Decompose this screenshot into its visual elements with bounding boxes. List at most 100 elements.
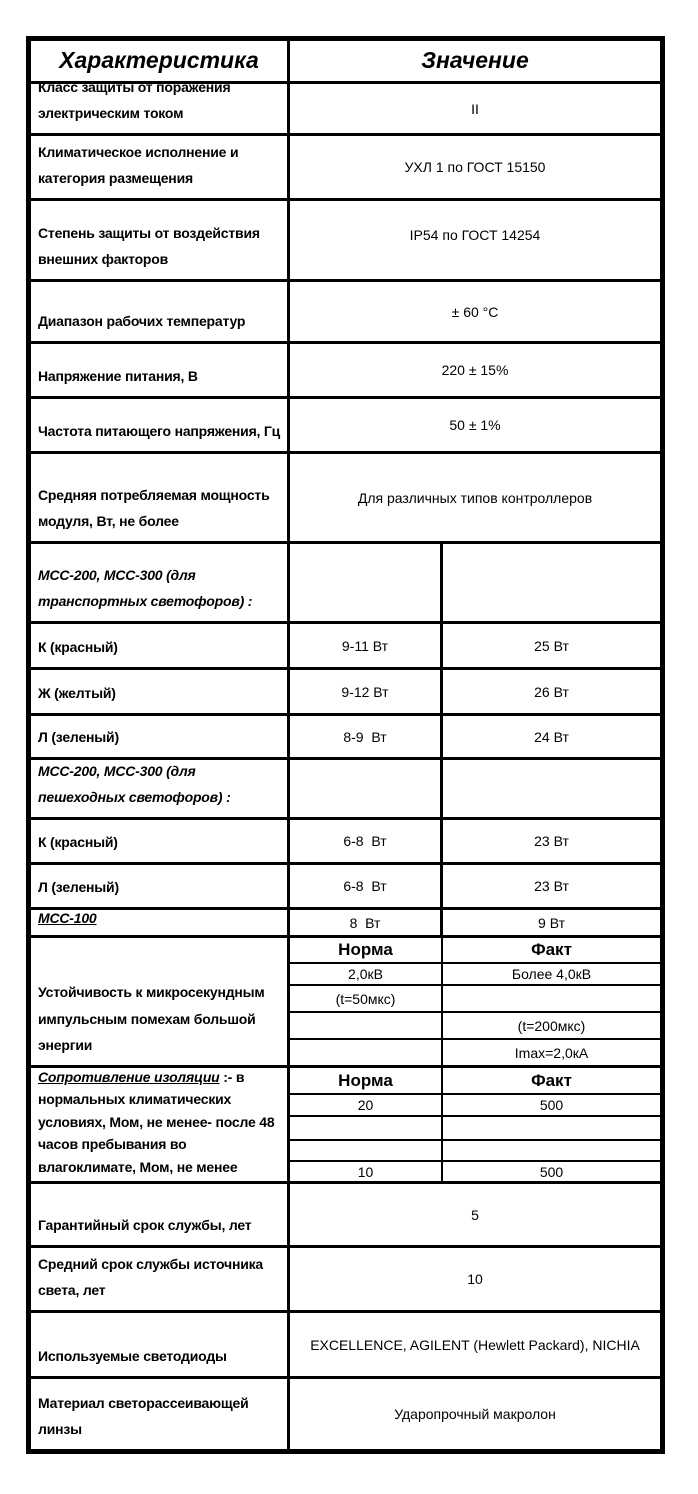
row-label-cell: Класс защиты от поражения электрическим … (31, 79, 290, 133)
row-label-cell: Диапазон рабочих температур (31, 282, 290, 341)
table-row: МСС-200, МСС-300 (для транспортных свето… (31, 544, 660, 624)
row-label-cell: Частота питающего напряжения, Гц (31, 399, 290, 451)
row-value-cell: EXCELLENCE, AGILENT (Hewlett Packard), N… (310, 1336, 640, 1353)
subtable-cell: (t=200мкс) (517, 1017, 586, 1034)
table-row: Класс защиты от поражения электрическим … (31, 79, 660, 136)
row-label: Класс защиты от поражения электрическим … (38, 78, 231, 122)
subtable-cell (290, 1117, 443, 1139)
subtable-cell (290, 1013, 443, 1038)
table-row: МСС-100 8 Вт 9 Вт (31, 910, 660, 938)
subtable-cell: (t=50мкс) (290, 986, 443, 1011)
row-label-rest: :- в нормальных климатических условиях, … (38, 1069, 275, 1175)
row-label: К (красный) (38, 834, 118, 851)
row-label-emphasis: Сопротивление изоляции (38, 1069, 220, 1086)
row-label-cell: МСС-200, МСС-300 (для транспортных свето… (31, 544, 290, 621)
row-value-cell-fact: 26 Вт (534, 683, 569, 700)
subtable-header-fact: Факт (531, 940, 572, 959)
subtable: Норма Факт 20 500 10 500 (290, 1068, 660, 1181)
row-label: Устойчивость к микросекундным импульсным… (38, 984, 265, 1054)
row-value-cell: IP54 по ГОСТ 14254 (409, 227, 541, 243)
table-row: Устойчивость к микросекундным импульсным… (31, 938, 660, 1068)
row-value-cell: ± 60 °C (451, 303, 499, 320)
row-value-cell-norm: 8 Вт (290, 910, 443, 935)
row-label: Средняя потребляемая мощность модуля, Вт… (38, 486, 270, 530)
row-label-cell: К (красный) (31, 820, 290, 862)
subtable-row: Imax=2,0кА (290, 1040, 660, 1065)
table-row: Л (зеленый) 6-8 Вт 23 Вт (31, 865, 660, 910)
row-label-cell: Сопротивление изоляции :- в нормальных к… (31, 1068, 290, 1181)
row-value-cell-norm: 9-11 Вт (290, 624, 443, 667)
subtable-row: (t=50мкс) (290, 986, 660, 1013)
row-label: Сопротивление изоляции :- в нормальных к… (38, 1066, 283, 1178)
table-row: Сопротивление изоляции :- в нормальных к… (31, 1068, 660, 1184)
table-row: Напряжение питания, В 220 ± 15% (31, 344, 660, 399)
subtable-cell: 20 (290, 1095, 443, 1115)
subtable-header-fact: Факт (531, 1070, 572, 1090)
subtable-cell: 10 (290, 1162, 443, 1181)
row-value-cell-norm: 6-8 Вт (290, 865, 443, 907)
row-label-cell: МСС-200, МСС-300 (для пешеходных светофо… (31, 760, 290, 817)
row-label-cell: Используемые светодиоды (31, 1313, 290, 1376)
row-value-cell-fact: 23 Вт (534, 878, 569, 894)
row-value-cell-fact (443, 544, 660, 621)
table-row: Используемые светодиоды EXCELLENCE, AGIL… (31, 1313, 660, 1379)
subtable-row: 2,0кВ Более 4,0кВ (290, 964, 660, 986)
row-value-cell: 5 (471, 1206, 479, 1223)
subtable-row: Норма Факт (290, 938, 660, 964)
row-value-cell-fact (443, 760, 660, 817)
row-value-cell: II (471, 100, 479, 117)
subtable-cell (290, 1040, 443, 1065)
row-label-cell: Л (зеленый) (31, 716, 290, 757)
row-label: Климатическое исполнение и категория раз… (38, 143, 239, 187)
row-label-cell: Гарантийный срок службы, лет (31, 1184, 290, 1245)
subtable-header-norm: Норма (290, 938, 443, 962)
table-row: К (красный) 6-8 Вт 23 Вт (31, 820, 660, 865)
table-row: К (красный) 9-11 Вт 25 Вт (31, 624, 660, 670)
subtable-cell (443, 986, 660, 1011)
subtable-row (290, 1141, 660, 1162)
row-value-cell: Ударопрочный макролон (394, 1406, 556, 1422)
row-value-cell-norm: 9-12 Вт (290, 670, 443, 713)
subtable-cell (290, 1141, 443, 1160)
header-characteristic: Характеристика (31, 41, 290, 81)
header-value: Значение (421, 47, 529, 74)
table-row: Материал светорассеивающей линзы Ударопр… (31, 1379, 660, 1449)
row-value-cell-fact: 25 Вт (534, 637, 569, 654)
row-value-cell-norm (290, 544, 443, 621)
row-value-cell-fact: 23 Вт (534, 833, 569, 849)
subtable: Норма Факт 2,0кВ Более 4,0кВ (t=50мкс) (… (290, 938, 660, 1065)
row-value-cell: Для различных типов контроллеров (357, 489, 593, 506)
table-row: Ж (желтый) 9-12 Вт 26 Вт (31, 670, 660, 716)
row-label-cell: Средняя потребляемая мощность модуля, Вт… (31, 454, 290, 541)
row-value-cell: УХЛ 1 по ГОСТ 15150 (404, 159, 546, 175)
row-label: К (красный) (38, 639, 118, 656)
row-label-cell: Л (зеленый) (31, 865, 290, 907)
row-label: МСС-100 (38, 910, 97, 927)
table-row: Диапазон рабочих температур ± 60 °C (31, 282, 660, 344)
subtable-cell: Imax=2,0кА (514, 1044, 589, 1061)
table-header-row: Характеристика Значение (31, 41, 660, 84)
row-label: Используемые светодиоды (38, 1348, 227, 1365)
row-label: Частота питающего напряжения, Гц (38, 423, 281, 440)
subtable-row: Норма Факт (290, 1068, 660, 1095)
row-value-cell-norm (290, 760, 443, 817)
table-row: Гарантийный срок службы, лет 5 (31, 1184, 660, 1248)
row-label-cell: Устойчивость к микросекундным импульсным… (31, 938, 290, 1065)
row-value-cell: 50 ± 1% (449, 417, 501, 433)
row-label: Материал светорассеивающей линзы (38, 1394, 249, 1438)
spec-table: Характеристика Значение Класс защиты от … (26, 36, 665, 1454)
row-label: МСС-200, МСС-300 (для пешеходных светофо… (38, 762, 231, 806)
row-label-cell: Ж (желтый) (31, 670, 290, 713)
row-label: Л (зеленый) (38, 729, 119, 746)
row-label-cell: Климатическое исполнение и категория раз… (31, 136, 290, 198)
row-label-cell: Напряжение питания, В (31, 344, 290, 396)
subtable-cell: 500 (539, 1097, 564, 1113)
row-label-cell: К (красный) (31, 624, 290, 667)
table-row: Частота питающего напряжения, Гц 50 ± 1% (31, 399, 660, 454)
row-value-cell: 220 ± 15% (441, 362, 509, 378)
subtable-row: (t=200мкс) (290, 1013, 660, 1040)
row-value-cell-norm: 8-9 Вт (290, 716, 443, 757)
subtable-row: 10 500 (290, 1162, 660, 1181)
row-label: Ж (желтый) (38, 685, 116, 702)
row-value-cell-norm: 6-8 Вт (290, 820, 443, 862)
